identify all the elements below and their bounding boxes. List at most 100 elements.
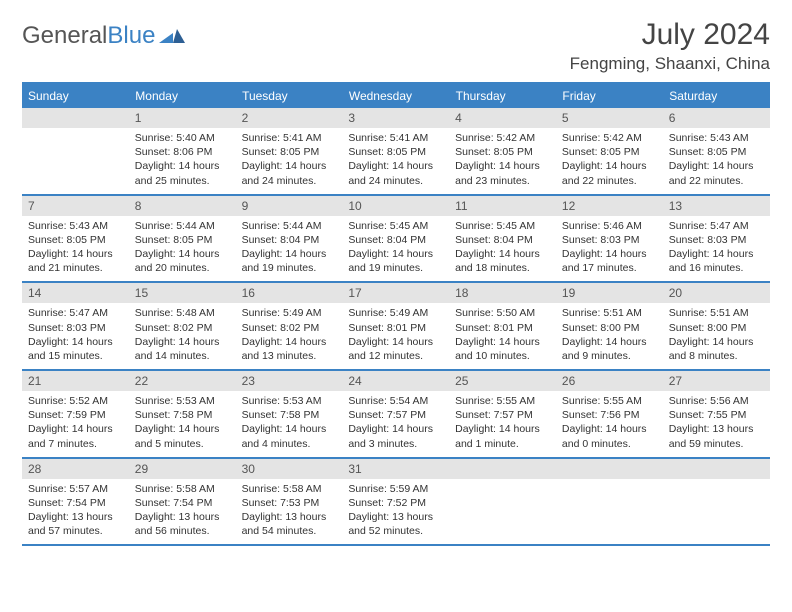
daylight: Daylight: 14 hours and 23 minutes.: [455, 159, 550, 187]
sunset: Sunset: 7:58 PM: [135, 408, 230, 422]
day-content: Sunrise: 5:54 AMSunset: 7:57 PMDaylight:…: [342, 391, 449, 457]
sunrise: Sunrise: 5:41 AM: [242, 131, 337, 145]
sunrise: Sunrise: 5:43 AM: [28, 219, 123, 233]
calendar-day: 30Sunrise: 5:58 AMSunset: 7:53 PMDayligh…: [236, 458, 343, 546]
sunrise: Sunrise: 5:43 AM: [669, 131, 764, 145]
calendar-day: 25Sunrise: 5:55 AMSunset: 7:57 PMDayligh…: [449, 370, 556, 458]
day-number: 9: [236, 196, 343, 216]
day-content: Sunrise: 5:55 AMSunset: 7:57 PMDaylight:…: [449, 391, 556, 457]
day-content: Sunrise: 5:45 AMSunset: 8:04 PMDaylight:…: [449, 216, 556, 282]
sunset: Sunset: 7:53 PM: [242, 496, 337, 510]
sunset: Sunset: 8:00 PM: [562, 321, 657, 335]
calendar-body: 1Sunrise: 5:40 AMSunset: 8:06 PMDaylight…: [22, 108, 770, 545]
day-content: Sunrise: 5:58 AMSunset: 7:53 PMDaylight:…: [236, 479, 343, 545]
daylight: Daylight: 13 hours and 56 minutes.: [135, 510, 230, 538]
daylight: Daylight: 13 hours and 52 minutes.: [348, 510, 443, 538]
day-content: Sunrise: 5:43 AMSunset: 8:05 PMDaylight:…: [22, 216, 129, 282]
day-number: [22, 108, 129, 128]
daylight: Daylight: 14 hours and 15 minutes.: [28, 335, 123, 363]
day-number: 19: [556, 283, 663, 303]
sunrise: Sunrise: 5:41 AM: [348, 131, 443, 145]
weekday-tue: Tuesday: [236, 83, 343, 108]
daylight: Daylight: 14 hours and 25 minutes.: [135, 159, 230, 187]
sunset: Sunset: 8:05 PM: [28, 233, 123, 247]
sunrise: Sunrise: 5:50 AM: [455, 306, 550, 320]
daylight: Daylight: 14 hours and 21 minutes.: [28, 247, 123, 275]
sunset: Sunset: 7:56 PM: [562, 408, 657, 422]
sunset: Sunset: 8:06 PM: [135, 145, 230, 159]
day-content: Sunrise: 5:45 AMSunset: 8:04 PMDaylight:…: [342, 216, 449, 282]
weekday-thu: Thursday: [449, 83, 556, 108]
calendar-day: [663, 458, 770, 546]
calendar-day: 13Sunrise: 5:47 AMSunset: 8:03 PMDayligh…: [663, 195, 770, 283]
header: GeneralBlue July 2024 Fengming, Shaanxi,…: [22, 18, 770, 74]
daylight: Daylight: 14 hours and 8 minutes.: [669, 335, 764, 363]
day-number: 24: [342, 371, 449, 391]
sunset: Sunset: 7:59 PM: [28, 408, 123, 422]
calendar-day: [556, 458, 663, 546]
calendar-week: 14Sunrise: 5:47 AMSunset: 8:03 PMDayligh…: [22, 282, 770, 370]
day-content: Sunrise: 5:46 AMSunset: 8:03 PMDaylight:…: [556, 216, 663, 282]
calendar-day: 7Sunrise: 5:43 AMSunset: 8:05 PMDaylight…: [22, 195, 129, 283]
calendar-day: 29Sunrise: 5:58 AMSunset: 7:54 PMDayligh…: [129, 458, 236, 546]
weekday-row: Sunday Monday Tuesday Wednesday Thursday…: [22, 83, 770, 108]
day-content: Sunrise: 5:51 AMSunset: 8:00 PMDaylight:…: [556, 303, 663, 369]
daylight: Daylight: 14 hours and 22 minutes.: [562, 159, 657, 187]
day-content: Sunrise: 5:44 AMSunset: 8:05 PMDaylight:…: [129, 216, 236, 282]
day-number: 2: [236, 108, 343, 128]
calendar-day: [22, 108, 129, 195]
day-number: 13: [663, 196, 770, 216]
sunrise: Sunrise: 5:53 AM: [135, 394, 230, 408]
day-number: 11: [449, 196, 556, 216]
daylight: Daylight: 13 hours and 54 minutes.: [242, 510, 337, 538]
day-number: 27: [663, 371, 770, 391]
calendar-day: 20Sunrise: 5:51 AMSunset: 8:00 PMDayligh…: [663, 282, 770, 370]
logo-icon: [159, 27, 185, 45]
calendar-day: 5Sunrise: 5:42 AMSunset: 8:05 PMDaylight…: [556, 108, 663, 195]
calendar-week: 28Sunrise: 5:57 AMSunset: 7:54 PMDayligh…: [22, 458, 770, 546]
calendar-day: [449, 458, 556, 546]
day-content: Sunrise: 5:48 AMSunset: 8:02 PMDaylight:…: [129, 303, 236, 369]
day-number: 3: [342, 108, 449, 128]
day-number: 12: [556, 196, 663, 216]
day-number: 14: [22, 283, 129, 303]
sunset: Sunset: 7:54 PM: [135, 496, 230, 510]
location: Fengming, Shaanxi, China: [570, 54, 770, 74]
sunset: Sunset: 8:02 PM: [242, 321, 337, 335]
day-number: 6: [663, 108, 770, 128]
day-number: 30: [236, 459, 343, 479]
sunrise: Sunrise: 5:44 AM: [135, 219, 230, 233]
day-number: 17: [342, 283, 449, 303]
calendar-day: 6Sunrise: 5:43 AMSunset: 8:05 PMDaylight…: [663, 108, 770, 195]
daylight: Daylight: 14 hours and 24 minutes.: [348, 159, 443, 187]
sunrise: Sunrise: 5:42 AM: [455, 131, 550, 145]
day-number: [556, 459, 663, 479]
sunrise: Sunrise: 5:49 AM: [242, 306, 337, 320]
calendar-day: 17Sunrise: 5:49 AMSunset: 8:01 PMDayligh…: [342, 282, 449, 370]
sunset: Sunset: 7:58 PM: [242, 408, 337, 422]
daylight: Daylight: 14 hours and 19 minutes.: [242, 247, 337, 275]
day-content: Sunrise: 5:50 AMSunset: 8:01 PMDaylight:…: [449, 303, 556, 369]
calendar-day: 8Sunrise: 5:44 AMSunset: 8:05 PMDaylight…: [129, 195, 236, 283]
sunrise: Sunrise: 5:48 AM: [135, 306, 230, 320]
day-content: Sunrise: 5:47 AMSunset: 8:03 PMDaylight:…: [663, 216, 770, 282]
calendar-day: 27Sunrise: 5:56 AMSunset: 7:55 PMDayligh…: [663, 370, 770, 458]
day-number: 25: [449, 371, 556, 391]
calendar-day: 21Sunrise: 5:52 AMSunset: 7:59 PMDayligh…: [22, 370, 129, 458]
sunrise: Sunrise: 5:46 AM: [562, 219, 657, 233]
day-content: Sunrise: 5:53 AMSunset: 7:58 PMDaylight:…: [236, 391, 343, 457]
day-number: 23: [236, 371, 343, 391]
day-number: [449, 459, 556, 479]
day-number: 28: [22, 459, 129, 479]
sunrise: Sunrise: 5:45 AM: [348, 219, 443, 233]
day-number: 7: [22, 196, 129, 216]
sunrise: Sunrise: 5:53 AM: [242, 394, 337, 408]
sunrise: Sunrise: 5:51 AM: [562, 306, 657, 320]
sunrise: Sunrise: 5:42 AM: [562, 131, 657, 145]
day-content: Sunrise: 5:41 AMSunset: 8:05 PMDaylight:…: [342, 128, 449, 194]
day-content: Sunrise: 5:52 AMSunset: 7:59 PMDaylight:…: [22, 391, 129, 457]
daylight: Daylight: 14 hours and 12 minutes.: [348, 335, 443, 363]
day-content: Sunrise: 5:42 AMSunset: 8:05 PMDaylight:…: [556, 128, 663, 194]
calendar-day: 1Sunrise: 5:40 AMSunset: 8:06 PMDaylight…: [129, 108, 236, 195]
day-number: 21: [22, 371, 129, 391]
